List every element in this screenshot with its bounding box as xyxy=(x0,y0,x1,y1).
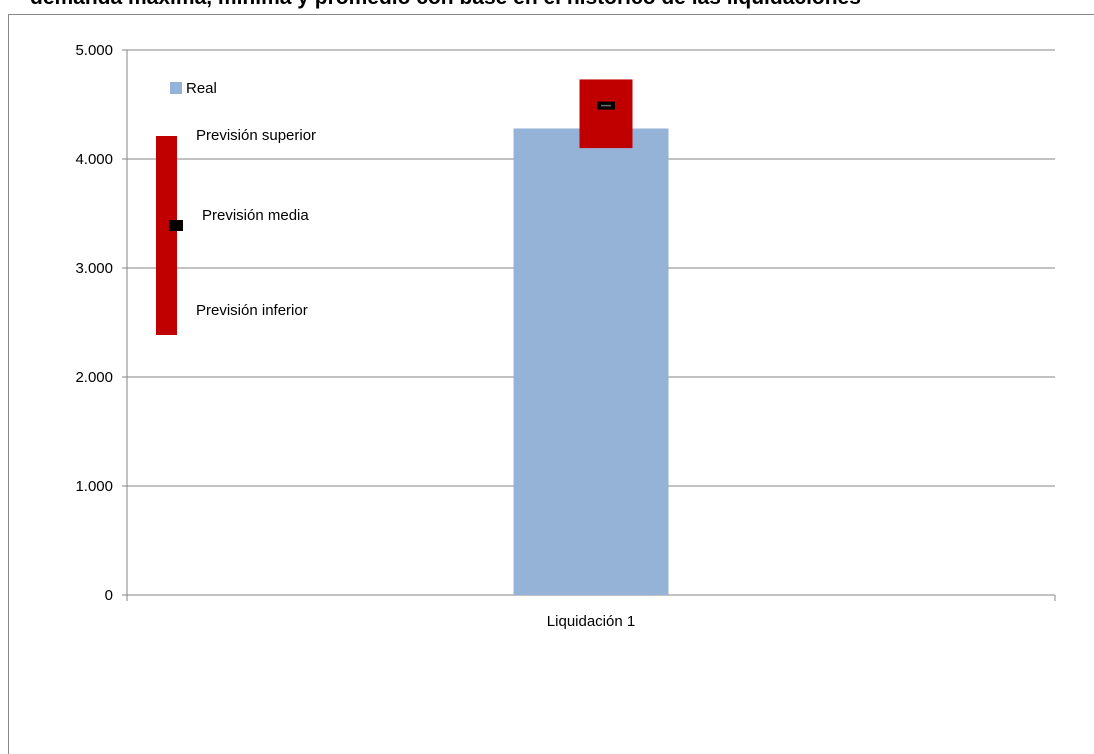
y-tick-label: 1.000 xyxy=(75,478,113,495)
bars xyxy=(513,128,669,596)
legend-forecast-bar xyxy=(156,136,177,335)
chart-frame xyxy=(8,14,1094,754)
legend-label-real: Real xyxy=(186,80,217,97)
legend-swatch-real xyxy=(170,82,182,94)
legend-label-upper: Previsión superior xyxy=(196,127,316,144)
y-tick-label: 2.000 xyxy=(75,369,113,386)
chart-title: demanda máxima, mínima y promedio con ba… xyxy=(30,0,861,10)
forecast-markers xyxy=(579,79,633,149)
y-tick-label: 3.000 xyxy=(75,260,113,277)
y-tick-label: 4.000 xyxy=(75,151,113,168)
axes: 0 1.000 2.000 3.000 4.000 5.000 Liquidación 1 xyxy=(75,42,1056,630)
forecast-range-box xyxy=(579,79,633,149)
y-tick-label: 0 xyxy=(105,587,113,604)
bar-real xyxy=(513,128,669,596)
legend-background xyxy=(192,118,338,156)
legend-label-lower: Previsión inferior xyxy=(196,302,308,319)
legend-label-mean: Previsión media xyxy=(202,207,309,224)
x-tick-label: Liquidación 1 xyxy=(547,613,635,630)
y-tick-label: 5.000 xyxy=(75,42,113,59)
legend: Real Previsión superior Previsión media … xyxy=(156,80,338,335)
legend-mean-marker xyxy=(169,220,183,231)
